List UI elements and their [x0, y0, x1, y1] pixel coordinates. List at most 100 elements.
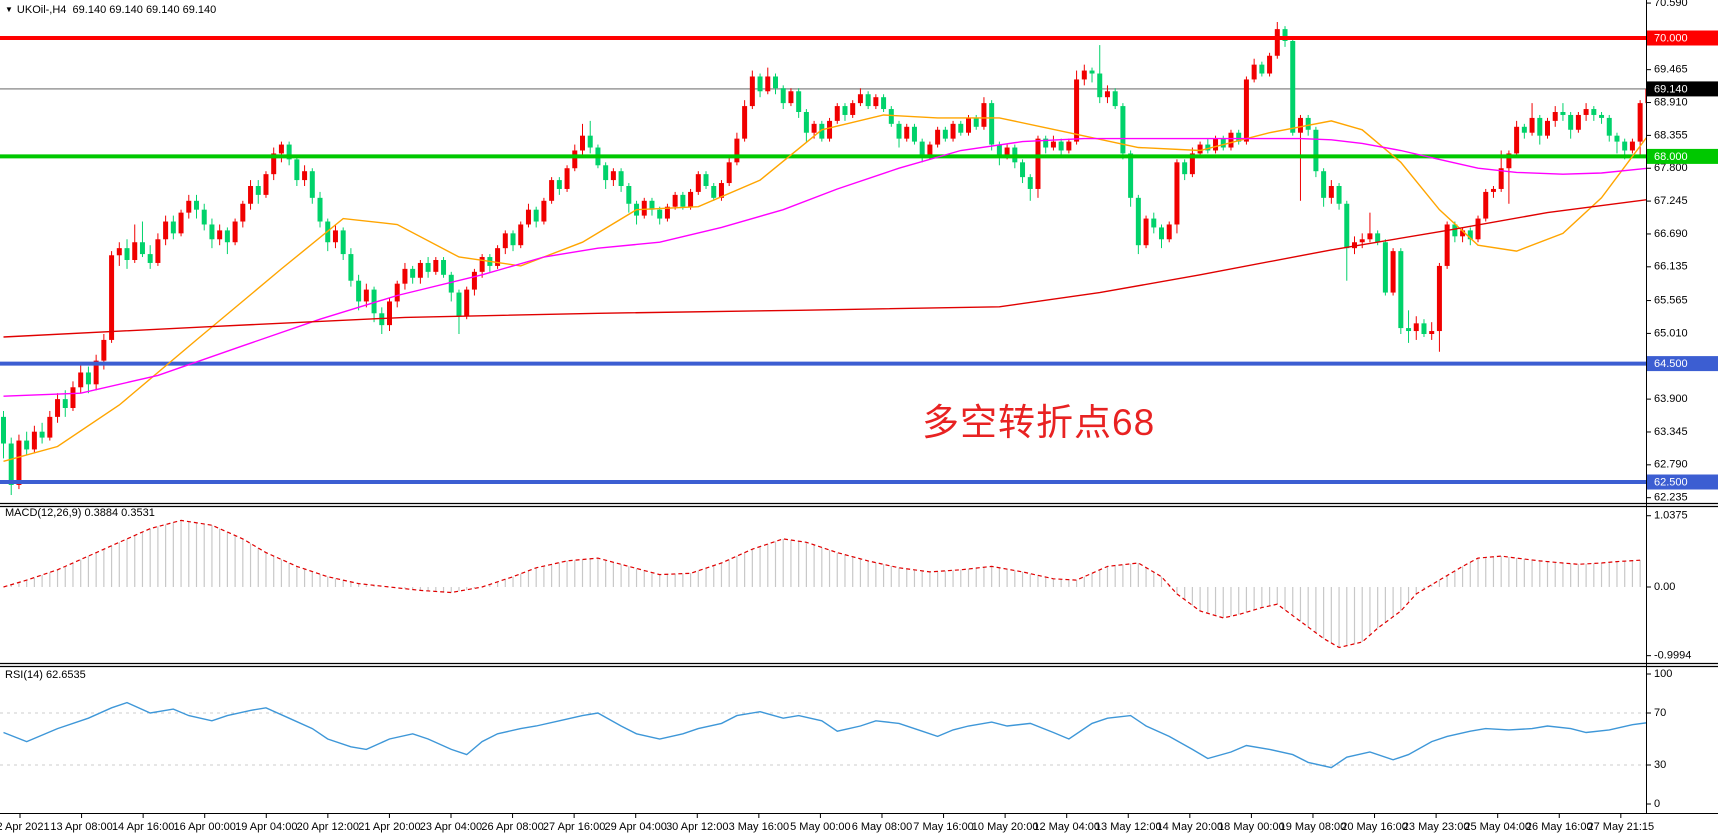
- candle: [1290, 40, 1296, 133]
- panel-separators[interactable]: [0, 0, 1718, 814]
- candle: [286, 144, 292, 160]
- candle: [1629, 141, 1635, 151]
- rsi-indicator-label: RSI(14) 62.6535: [5, 669, 86, 681]
- macd-panel: [3, 519, 1641, 649]
- price-axis: 70.590 69.465 68.910 68.355 67.800 67.245 66.6…: [1646, 0, 1718, 810]
- time-tick-label: 20 May 16:00: [1341, 821, 1408, 833]
- candle: [672, 194, 678, 207]
- candle: [363, 289, 369, 302]
- candle: [109, 255, 115, 340]
- macd-indicator-label: MACD(12,26,9) 0.3884 0.3531: [5, 507, 155, 519]
- chevron-down-icon[interactable]: ▼: [5, 5, 13, 14]
- candle: [410, 268, 416, 278]
- candle: [1568, 114, 1574, 130]
- candle: [888, 109, 894, 124]
- candle: [1336, 186, 1342, 204]
- price-badge-70.000: [1647, 30, 1718, 46]
- candle: [402, 268, 408, 284]
- price-tick-63.900: 63.900: [1654, 393, 1688, 405]
- candle: [1174, 162, 1180, 225]
- candle: [224, 230, 230, 243]
- time-tick-label: 14 May 20:00: [1157, 821, 1224, 833]
- candle: [1305, 117, 1311, 130]
- candle: [873, 97, 879, 107]
- candle: [1382, 242, 1388, 293]
- candle: [834, 106, 840, 121]
- candle: [1151, 218, 1157, 228]
- candle: [441, 260, 447, 275]
- candle: [1205, 144, 1211, 151]
- candle: [1043, 138, 1049, 148]
- svg-text:69.140: 69.140: [1654, 83, 1688, 95]
- candle: [981, 103, 987, 127]
- candle: [425, 262, 431, 272]
- price-tick-66.690: 66.690: [1654, 228, 1688, 240]
- candle: [39, 431, 45, 438]
- candle: [1097, 73, 1103, 98]
- candle: [116, 248, 122, 256]
- candle: [78, 372, 84, 388]
- price-level-lines[interactable]: [0, 36, 1646, 484]
- price-badge-69.140: [1647, 81, 1718, 97]
- candle: [857, 94, 863, 104]
- macd-signal-line: [3, 519, 1641, 649]
- candle: [1182, 162, 1188, 175]
- candle: [16, 440, 22, 485]
- price-badge-68.000: [1647, 148, 1718, 164]
- candle: [1135, 197, 1141, 246]
- candle: [194, 200, 199, 210]
- candle: [70, 387, 76, 408]
- price-tick-65.565: 65.565: [1654, 294, 1688, 306]
- candle: [518, 224, 524, 246]
- time-tick-label: 13 May 12:00: [1095, 821, 1162, 833]
- candle: [1436, 265, 1442, 332]
- candle: [1321, 171, 1327, 198]
- candle: [332, 230, 338, 243]
- rsi-scale-70: 70: [1654, 707, 1666, 719]
- candle: [1452, 224, 1458, 237]
- candle: [1120, 106, 1126, 154]
- time-tick-label: 5 May 00:00: [790, 821, 851, 833]
- candle: [911, 126, 917, 142]
- candle: [1521, 126, 1527, 133]
- candle: [819, 123, 825, 139]
- candle: [1622, 141, 1628, 151]
- candle: [1251, 64, 1257, 80]
- candle: [1197, 144, 1203, 154]
- candle: [371, 289, 377, 314]
- candle: [788, 91, 794, 104]
- candle: [1413, 323, 1419, 332]
- candle: [1359, 239, 1365, 243]
- candle: [510, 233, 516, 246]
- candle: [780, 88, 786, 104]
- candle: [718, 183, 724, 198]
- candle: [742, 106, 748, 139]
- candle: [302, 171, 308, 181]
- price-tick-62.790: 62.790: [1654, 459, 1688, 471]
- candle: [209, 224, 215, 240]
- candle: [1614, 135, 1620, 142]
- candle: [1583, 109, 1589, 115]
- svg-text:62.500: 62.500: [1654, 476, 1688, 488]
- candle: [996, 144, 1002, 157]
- time-tick-label: 25 May 04:00: [1464, 821, 1531, 833]
- time-tick-label: 19 Apr 04:00: [235, 821, 297, 833]
- symbol-info[interactable]: ▼ UKOil-,H4 69.140 69.140 69.140 69.140: [5, 4, 216, 16]
- candle: [757, 76, 763, 92]
- candle: [1490, 188, 1496, 192]
- candle: [649, 200, 655, 210]
- time-tick-label: 26 May 16:00: [1526, 821, 1593, 833]
- candle: [1274, 29, 1280, 56]
- candle: [1112, 91, 1118, 107]
- candle: [356, 280, 362, 302]
- time-tick-label: 27 May 21:15: [1587, 821, 1654, 833]
- macd-scale-0.00: 0.00: [1654, 581, 1675, 593]
- candle: [1159, 227, 1164, 240]
- candle: [626, 186, 632, 204]
- candle: [93, 360, 99, 385]
- candle: [132, 242, 138, 260]
- rsi-scale-0: 0: [1654, 798, 1660, 810]
- price-tick-65.010: 65.010: [1654, 327, 1688, 339]
